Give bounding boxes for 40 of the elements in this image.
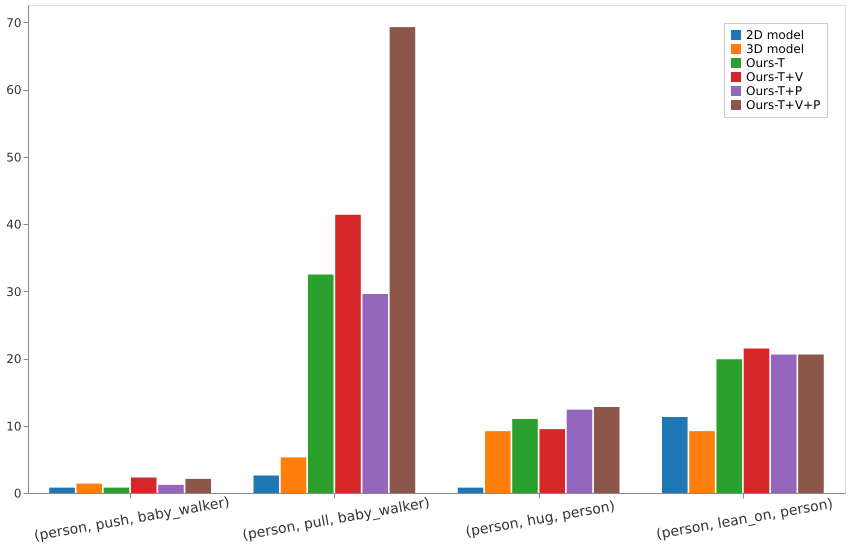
bar xyxy=(798,354,824,493)
bar xyxy=(390,27,416,493)
y-tick-label: 10 xyxy=(6,419,22,434)
bar xyxy=(539,429,566,493)
y-tick-label: 40 xyxy=(6,218,22,232)
bar xyxy=(308,274,334,493)
bar xyxy=(662,417,688,493)
legend-label: Ours-T+P xyxy=(746,84,802,98)
legend-label: 3D model xyxy=(746,42,804,56)
y-tick-label: 0 xyxy=(14,486,22,500)
y-tick-label: 50 xyxy=(6,150,22,164)
bar xyxy=(104,488,130,493)
bar xyxy=(689,431,715,493)
bar xyxy=(76,484,102,493)
y-tick-label: 20 xyxy=(6,352,22,366)
bar xyxy=(594,406,620,493)
bar xyxy=(484,431,511,493)
y-tick-label: 30 xyxy=(6,284,22,299)
legend-label: 2D model xyxy=(746,28,804,42)
bar xyxy=(335,214,361,493)
bar xyxy=(280,457,306,493)
bar xyxy=(185,478,212,493)
bar xyxy=(566,410,592,493)
y-tick-label: 70 xyxy=(6,16,22,30)
bar xyxy=(512,419,538,493)
x-tick-label: (person, lean_on, person) xyxy=(655,496,834,543)
y-tick-label: 60 xyxy=(6,83,22,98)
x-tick-label: (person, hug, person) xyxy=(464,498,616,540)
bar xyxy=(744,348,770,493)
legend-label: Ours-T+V xyxy=(746,70,804,84)
bar xyxy=(716,359,742,493)
legend-label: Ours-T xyxy=(746,56,786,70)
bar xyxy=(158,484,184,493)
bar xyxy=(130,478,157,493)
bar xyxy=(49,488,75,493)
legend-label: Ours-T+V+P xyxy=(746,98,820,112)
bar xyxy=(362,294,388,493)
bar xyxy=(253,476,280,493)
bar xyxy=(458,488,484,493)
bar xyxy=(770,354,797,493)
